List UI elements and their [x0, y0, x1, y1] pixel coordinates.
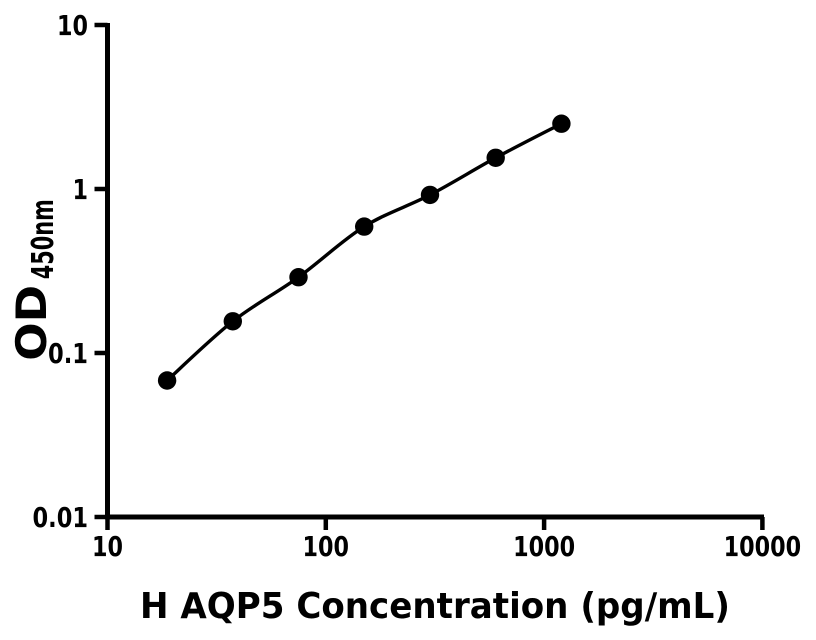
data-point: [420, 185, 440, 205]
tick-labels-layer: 10 100 1000 10000 0.01 0.1 1 10: [33, 9, 802, 563]
data-point: [355, 217, 374, 236]
data-point: [486, 148, 505, 167]
x-axis-tick-label: 10000: [724, 530, 802, 563]
y-axis-title: OD 450nm: [7, 199, 61, 361]
axes-layer: [94, 22, 765, 530]
x-axis-title: H AQP5 Concentration (pg/mL): [140, 586, 730, 627]
x-axis-tick-label: 100: [303, 530, 350, 563]
y-axis-tick-label: 1: [73, 173, 89, 206]
data-point: [289, 268, 308, 287]
data-points-layer: [157, 114, 571, 390]
x-axis-tick-label: 10: [92, 530, 123, 563]
x-axis-tick-label: 1000: [513, 530, 575, 563]
data-point: [552, 114, 571, 133]
data-point: [157, 371, 177, 390]
y-axis-tick-label: 0.1: [48, 337, 88, 370]
y-axis-tick-label: 10: [57, 9, 88, 42]
data-point: [223, 312, 242, 331]
y-axis-title-subscript: 450nm: [26, 199, 61, 279]
y-axis-title-main: OD: [7, 285, 56, 361]
y-axis-tick-label: 0.01: [33, 501, 89, 534]
